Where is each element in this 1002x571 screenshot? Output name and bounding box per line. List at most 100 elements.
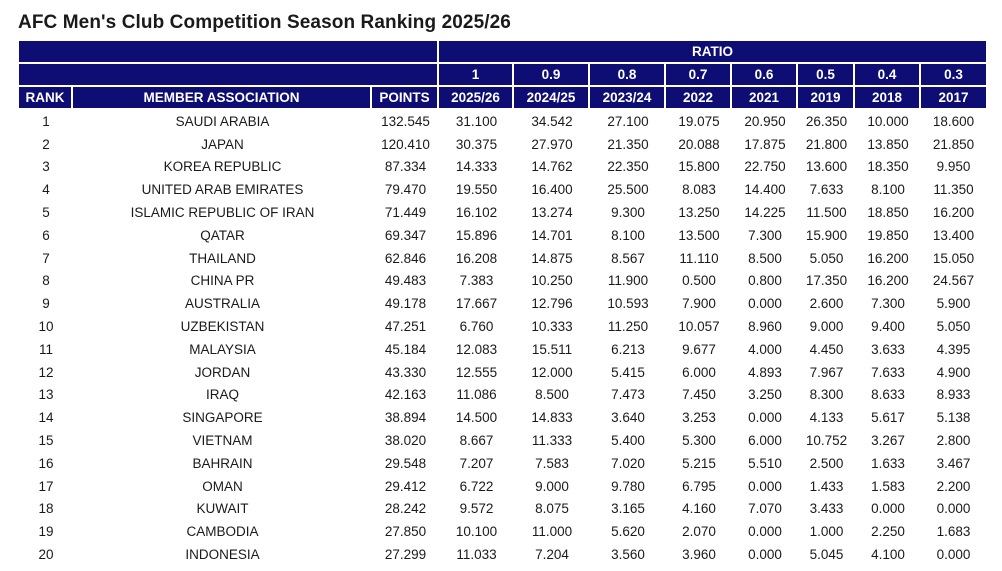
season-points-cell: 34.542 (531, 113, 573, 129)
season-points-cell: 15.511 (531, 341, 573, 357)
table-body: 1 SAUDI ARABIA 132.545 31.100 34.542 27.100 19… (19, 110, 986, 566)
points-cell: 28.242 (384, 501, 427, 517)
season-points-cell: 11.500 (806, 205, 847, 221)
season-points-cell: 6.722 (459, 478, 494, 494)
table-row: 12 JORDAN 43.330 12.555 12.000 5.415 6.000 4.89… (19, 361, 986, 384)
season-points-cell: 2.500 (809, 455, 844, 471)
season-points-cell: 7.300 (748, 227, 782, 243)
blank-header-cell (19, 64, 440, 87)
season-points-cell: 1.683 (936, 524, 971, 540)
season-points-cell: 14.500 (455, 410, 498, 426)
table-row: 11 MALAYSIA 45.184 12.083 15.511 6.213 9.677 4.… (19, 338, 986, 361)
season-points-cell: 8.500 (535, 387, 569, 403)
season-points-cell: 8.083 (682, 182, 716, 198)
points-cell: 27.850 (384, 524, 427, 540)
season-points-cell: 10.593 (607, 296, 649, 312)
season-points-cell: 1.433 (809, 478, 844, 494)
season-points-cell: 7.300 (871, 296, 905, 312)
points-cell: 69.347 (384, 227, 427, 243)
season-header: 2022 (666, 87, 733, 110)
season-points-cell: 14.762 (531, 159, 573, 175)
rank-cell: 16 (38, 455, 54, 471)
season-points-cell: 3.267 (871, 433, 905, 449)
table-row: 20 INDONESIA 27.299 11.033 7.204 3.560 3.960 0.… (19, 543, 986, 566)
table-row: 7 THAILAND 62.846 16.208 14.875 8.567 11.110 8.… (19, 247, 986, 270)
season-points-cell: 2.070 (682, 524, 716, 540)
rank-cell: 17 (38, 478, 54, 494)
season-points-cell: 4.100 (871, 547, 905, 563)
season-points-cell: 22.350 (607, 159, 649, 175)
points-cell: 132.545 (381, 113, 430, 129)
rank-cell: 10 (38, 319, 54, 335)
points-cell: 45.184 (384, 341, 427, 357)
ratio-header-row: RATIO (19, 41, 987, 64)
season-points-cell: 2.200 (936, 478, 971, 494)
ratio-cell: 0.5 (798, 64, 856, 87)
table-row: 3 KOREA REPUBLIC 87.334 14.333 14.762 22.350 1… (19, 156, 986, 179)
season-header: 2019 (798, 87, 856, 110)
season-points-cell: 4.893 (748, 364, 782, 380)
season-points-cell: 12.000 (531, 364, 573, 380)
points-cell: 38.020 (384, 433, 427, 449)
table-row: 15 VIETNAM 38.020 8.667 11.333 5.400 5.300 6.00… (19, 429, 986, 452)
season-points-cell: 8.100 (871, 182, 905, 198)
season-points-cell: 16.200 (932, 205, 975, 221)
season-points-cell: 21.350 (607, 136, 649, 152)
table-row: 9 AUSTRALIA 49.178 17.667 12.796 10.593 7.900 0… (19, 292, 986, 315)
season-points-cell: 8.100 (611, 227, 645, 243)
season-points-cell: 7.900 (682, 296, 716, 312)
column-header-row: RANK MEMBER ASSOCIATION POINTS 2025/26 2024/… (19, 87, 987, 110)
season-points-cell: 7.383 (459, 273, 494, 289)
season-points-cell: 0.000 (936, 501, 971, 517)
season-points-cell: 3.960 (682, 547, 716, 563)
season-points-cell: 20.088 (678, 136, 720, 152)
season-points-cell: 19.550 (455, 182, 498, 198)
season-points-cell: 3.640 (611, 410, 645, 426)
points-cell: 38.894 (384, 410, 427, 426)
season-header: 2018 (855, 87, 922, 110)
season-points-cell: 11.000 (531, 524, 573, 540)
season-points-cell: 16.208 (455, 250, 498, 266)
season-points-cell: 21.850 (932, 136, 975, 152)
association-cell: OMAN (202, 478, 243, 494)
season-points-cell: 19.850 (867, 227, 909, 243)
season-points-cell: 30.375 (455, 136, 498, 152)
ratio-cell: 0.6 (732, 64, 799, 87)
association-cell: SINGAPORE (182, 410, 263, 426)
season-points-cell: 5.415 (611, 364, 645, 380)
season-points-cell: 5.138 (936, 410, 971, 426)
season-points-cell: 0.000 (748, 524, 782, 540)
season-points-cell: 9.000 (809, 319, 844, 335)
season-points-cell: 16.200 (867, 250, 909, 266)
season-header: 2024/25 (514, 87, 591, 110)
season-points-cell: 6.795 (682, 478, 716, 494)
season-points-cell: 18.600 (932, 113, 975, 129)
season-points-cell: 0.800 (748, 273, 782, 289)
season-points-cell: 7.204 (535, 547, 569, 563)
ratio-cell: 0.4 (855, 64, 922, 87)
ratio-cell: 0.8 (590, 64, 667, 87)
season-points-cell: 16.200 (867, 273, 909, 289)
season-points-cell: 12.083 (455, 341, 498, 357)
table-row: 8 CHINA PR 49.483 7.383 10.250 11.900 0.500 0.8… (19, 270, 986, 293)
season-points-cell: 5.050 (809, 250, 844, 266)
rank-cell: 8 (42, 273, 50, 289)
season-points-cell: 5.045 (809, 547, 844, 563)
season-points-cell: 13.400 (932, 227, 975, 243)
points-cell: 43.330 (384, 364, 427, 380)
season-points-cell: 7.967 (809, 364, 844, 380)
points-cell: 87.334 (384, 159, 427, 175)
table-row: 19 CAMBODIA 27.850 10.100 11.000 5.620 2.070 0.… (19, 520, 986, 543)
season-points-cell: 10.057 (678, 319, 720, 335)
table-row: 4 UNITED ARAB EMIRATES 79.470 19.550 16.400 2… (19, 178, 986, 201)
association-cell: INDONESIA (185, 547, 260, 563)
season-points-cell: 25.500 (607, 182, 649, 198)
season-points-cell: 3.253 (682, 410, 716, 426)
season-points-cell: 4.450 (809, 341, 844, 357)
season-points-cell: 8.960 (748, 319, 782, 335)
rank-cell: 6 (42, 227, 50, 243)
association-cell: QATAR (200, 227, 245, 243)
season-points-cell: 11.350 (933, 182, 974, 198)
season-points-cell: 13.250 (678, 205, 720, 221)
season-points-cell: 27.970 (531, 136, 573, 152)
